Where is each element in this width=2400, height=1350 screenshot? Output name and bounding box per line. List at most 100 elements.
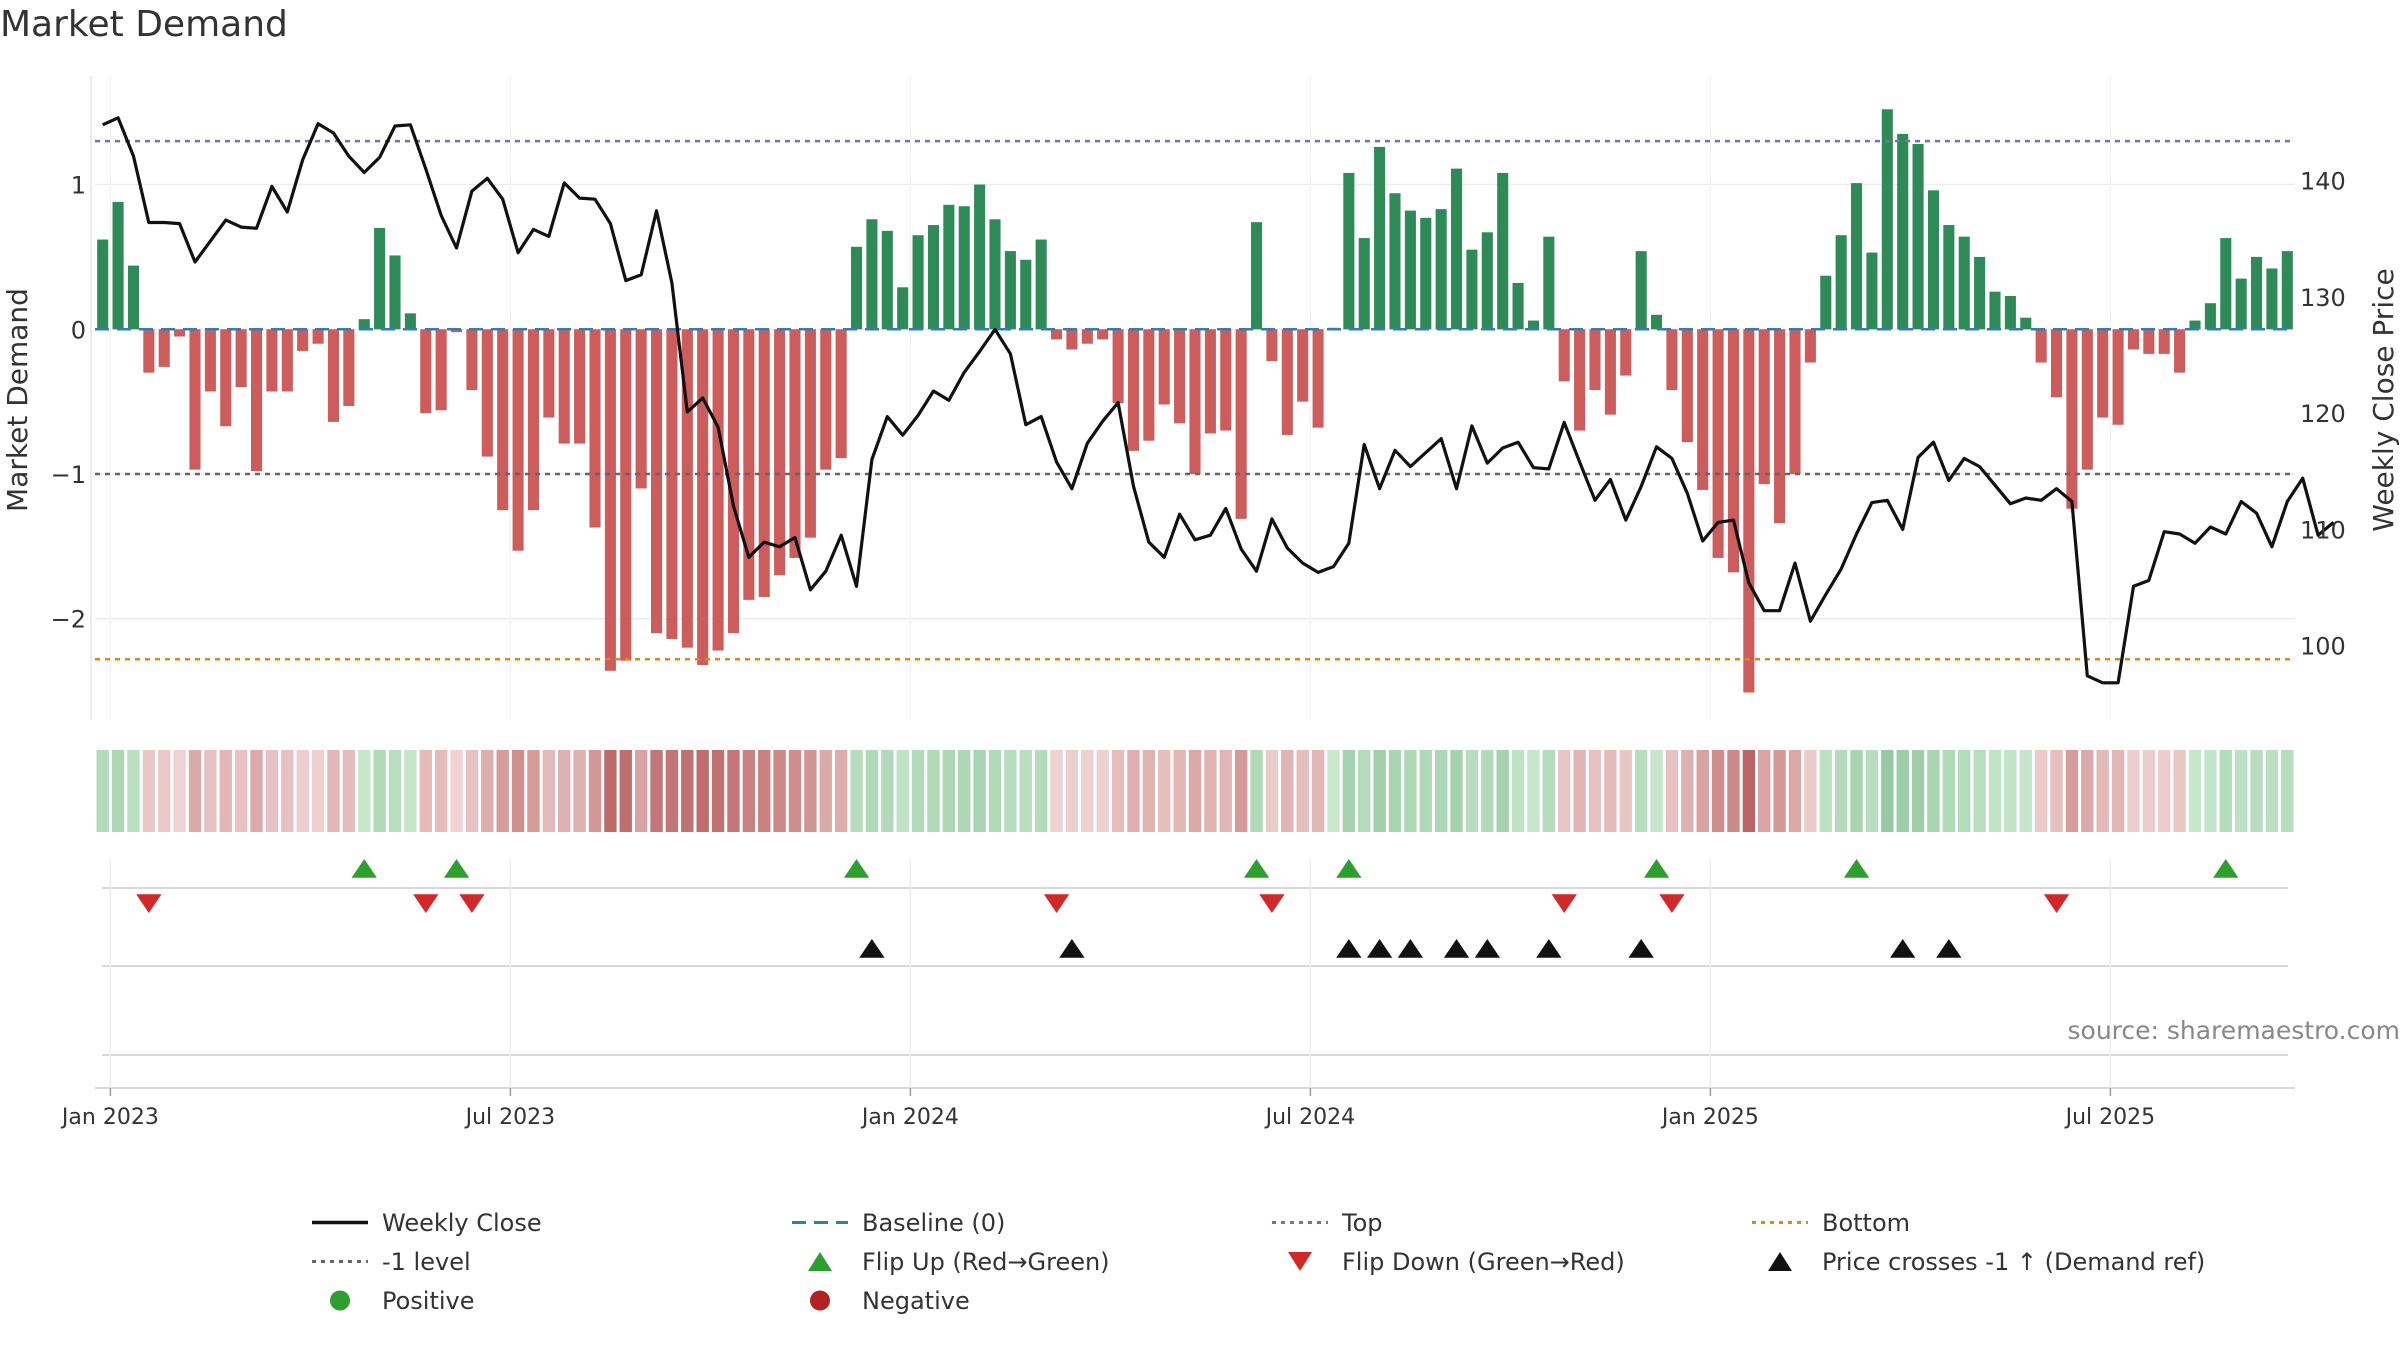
heat-cell-negative: [711, 750, 725, 832]
legend-item: Bottom: [1750, 1208, 2270, 1237]
heat-cell-negative: [1619, 750, 1632, 832]
positive-bar: [2004, 295, 2016, 330]
heat-cell-negative: [1158, 750, 1171, 832]
weekly-close-line: [102, 116, 2335, 685]
negative-bar: [1589, 329, 1601, 391]
negative-bar: [558, 329, 570, 444]
positive-bar: [897, 287, 909, 330]
heat-cell-negative: [1558, 750, 1571, 832]
negative-bar: [143, 329, 155, 373]
legend-item: Positive: [310, 1286, 790, 1315]
heat-cell-negative: [2127, 750, 2140, 832]
negative-bar: [1066, 329, 1078, 350]
heat-cell-negative: [2111, 750, 2125, 832]
price-cross-marker: [1890, 939, 1916, 958]
source-note: source: sharemaestro.com: [2067, 1016, 2400, 1045]
heat-cell-negative: [527, 750, 540, 832]
negative-bar: [1712, 329, 1724, 558]
legend-symbol-line-solid: [312, 1220, 368, 1225]
negative-bar: [266, 329, 278, 392]
legend-symbol-line-dotted: [312, 1260, 368, 1263]
heat-cell-positive: [1650, 750, 1663, 832]
legend-label: Flip Down (Green→Red): [1342, 1247, 1625, 1276]
heat-cell-negative: [1604, 750, 1617, 832]
negative-bar: [158, 329, 170, 367]
flip-up-marker: [351, 859, 377, 878]
negative-bar: [220, 329, 232, 427]
heat-cell-negative: [773, 750, 786, 832]
heat-cell-negative: [1127, 750, 1140, 832]
heat-cell-positive: [358, 750, 371, 832]
heat-cell-negative: [1281, 750, 1294, 832]
heat-cell-negative: [1142, 750, 1156, 832]
heat-cell-negative: [234, 750, 248, 832]
heat-cell-negative: [1296, 750, 1309, 832]
heat-cell-negative: [450, 750, 463, 832]
legend-item: Flip Down (Green→Red): [1270, 1247, 1750, 1276]
positive-bar: [1404, 210, 1416, 330]
negative-bar: [820, 329, 832, 470]
heat-cell-negative: [281, 750, 294, 832]
heat-cell-negative: [1681, 750, 1694, 832]
heat-cell-positive: [1634, 750, 1648, 832]
positive-bar: [974, 184, 986, 330]
heat-cell-negative: [681, 750, 694, 832]
positive-bar: [1004, 251, 1016, 330]
heat-cell-positive: [1865, 750, 1879, 832]
negative-bar: [804, 329, 816, 538]
heat-cell-negative: [1665, 750, 1679, 832]
heat-cell-negative: [1188, 750, 1202, 832]
legend-item: Top: [1270, 1208, 1750, 1237]
flip-down-marker: [1659, 894, 1685, 913]
heat-cell-negative: [1788, 750, 1802, 832]
price-line-layer: [102, 116, 2335, 685]
negative-bar: [2081, 329, 2093, 470]
heat-cell-negative: [665, 750, 679, 832]
heat-cell-positive: [2265, 750, 2279, 832]
negative-bar: [1297, 329, 1309, 402]
heat-cell-negative: [1234, 750, 1248, 832]
heat-cell-positive: [2219, 750, 2232, 832]
legend-label: Positive: [382, 1286, 475, 1315]
heat-cell-negative: [2081, 750, 2094, 832]
y-tick-label: 1: [71, 172, 86, 200]
flip-up-marker: [443, 859, 470, 878]
flip-up-marker: [2213, 859, 2239, 878]
heat-cell-negative: [834, 750, 848, 832]
negative-bar: [297, 329, 309, 351]
legend-item: Negative: [790, 1286, 1270, 1315]
heat-cell-negative: [1696, 750, 1709, 832]
heat-cell-negative: [2096, 750, 2109, 832]
y2-tick-label: 130: [2300, 284, 2346, 312]
legend-item: -1 level: [310, 1247, 790, 1276]
negative-bar: [2035, 329, 2047, 363]
heat-cell-positive: [1496, 750, 1509, 832]
positive-bar: [1466, 249, 1478, 330]
heat-cell-positive: [1881, 750, 1894, 832]
positive-bar: [374, 227, 386, 330]
positive-bar: [1897, 133, 1909, 330]
heat-cell-positive: [927, 750, 940, 832]
heat-cell-positive: [2234, 750, 2248, 832]
negative-bar: [1312, 329, 1324, 428]
positive-bar: [2189, 320, 2201, 330]
heat-cell-negative: [1588, 750, 1602, 832]
legend-label: Price crosses -1 ↑ (Demand ref): [1822, 1247, 2206, 1276]
negative-bar: [466, 329, 478, 391]
negative-bar: [1574, 329, 1586, 431]
flip-down-marker: [1259, 894, 1285, 913]
negative-bar: [574, 329, 586, 444]
flip-down-marker: [1043, 894, 1070, 913]
x-tick-label: Jan 2025: [1660, 1105, 1759, 1130]
price-cross-marker: [1628, 939, 1654, 958]
negative-bar: [774, 329, 786, 576]
price-cross-marker: [859, 939, 885, 958]
heat-cell-negative: [819, 750, 832, 832]
legend-symbol-triangle-down: [1288, 1252, 1312, 1271]
negative-bar: [481, 329, 493, 457]
positive-bar: [881, 230, 893, 330]
y2-tick-label: 100: [2300, 633, 2346, 661]
positive-bar: [1866, 252, 1878, 330]
flip-up-marker: [1643, 859, 1670, 878]
